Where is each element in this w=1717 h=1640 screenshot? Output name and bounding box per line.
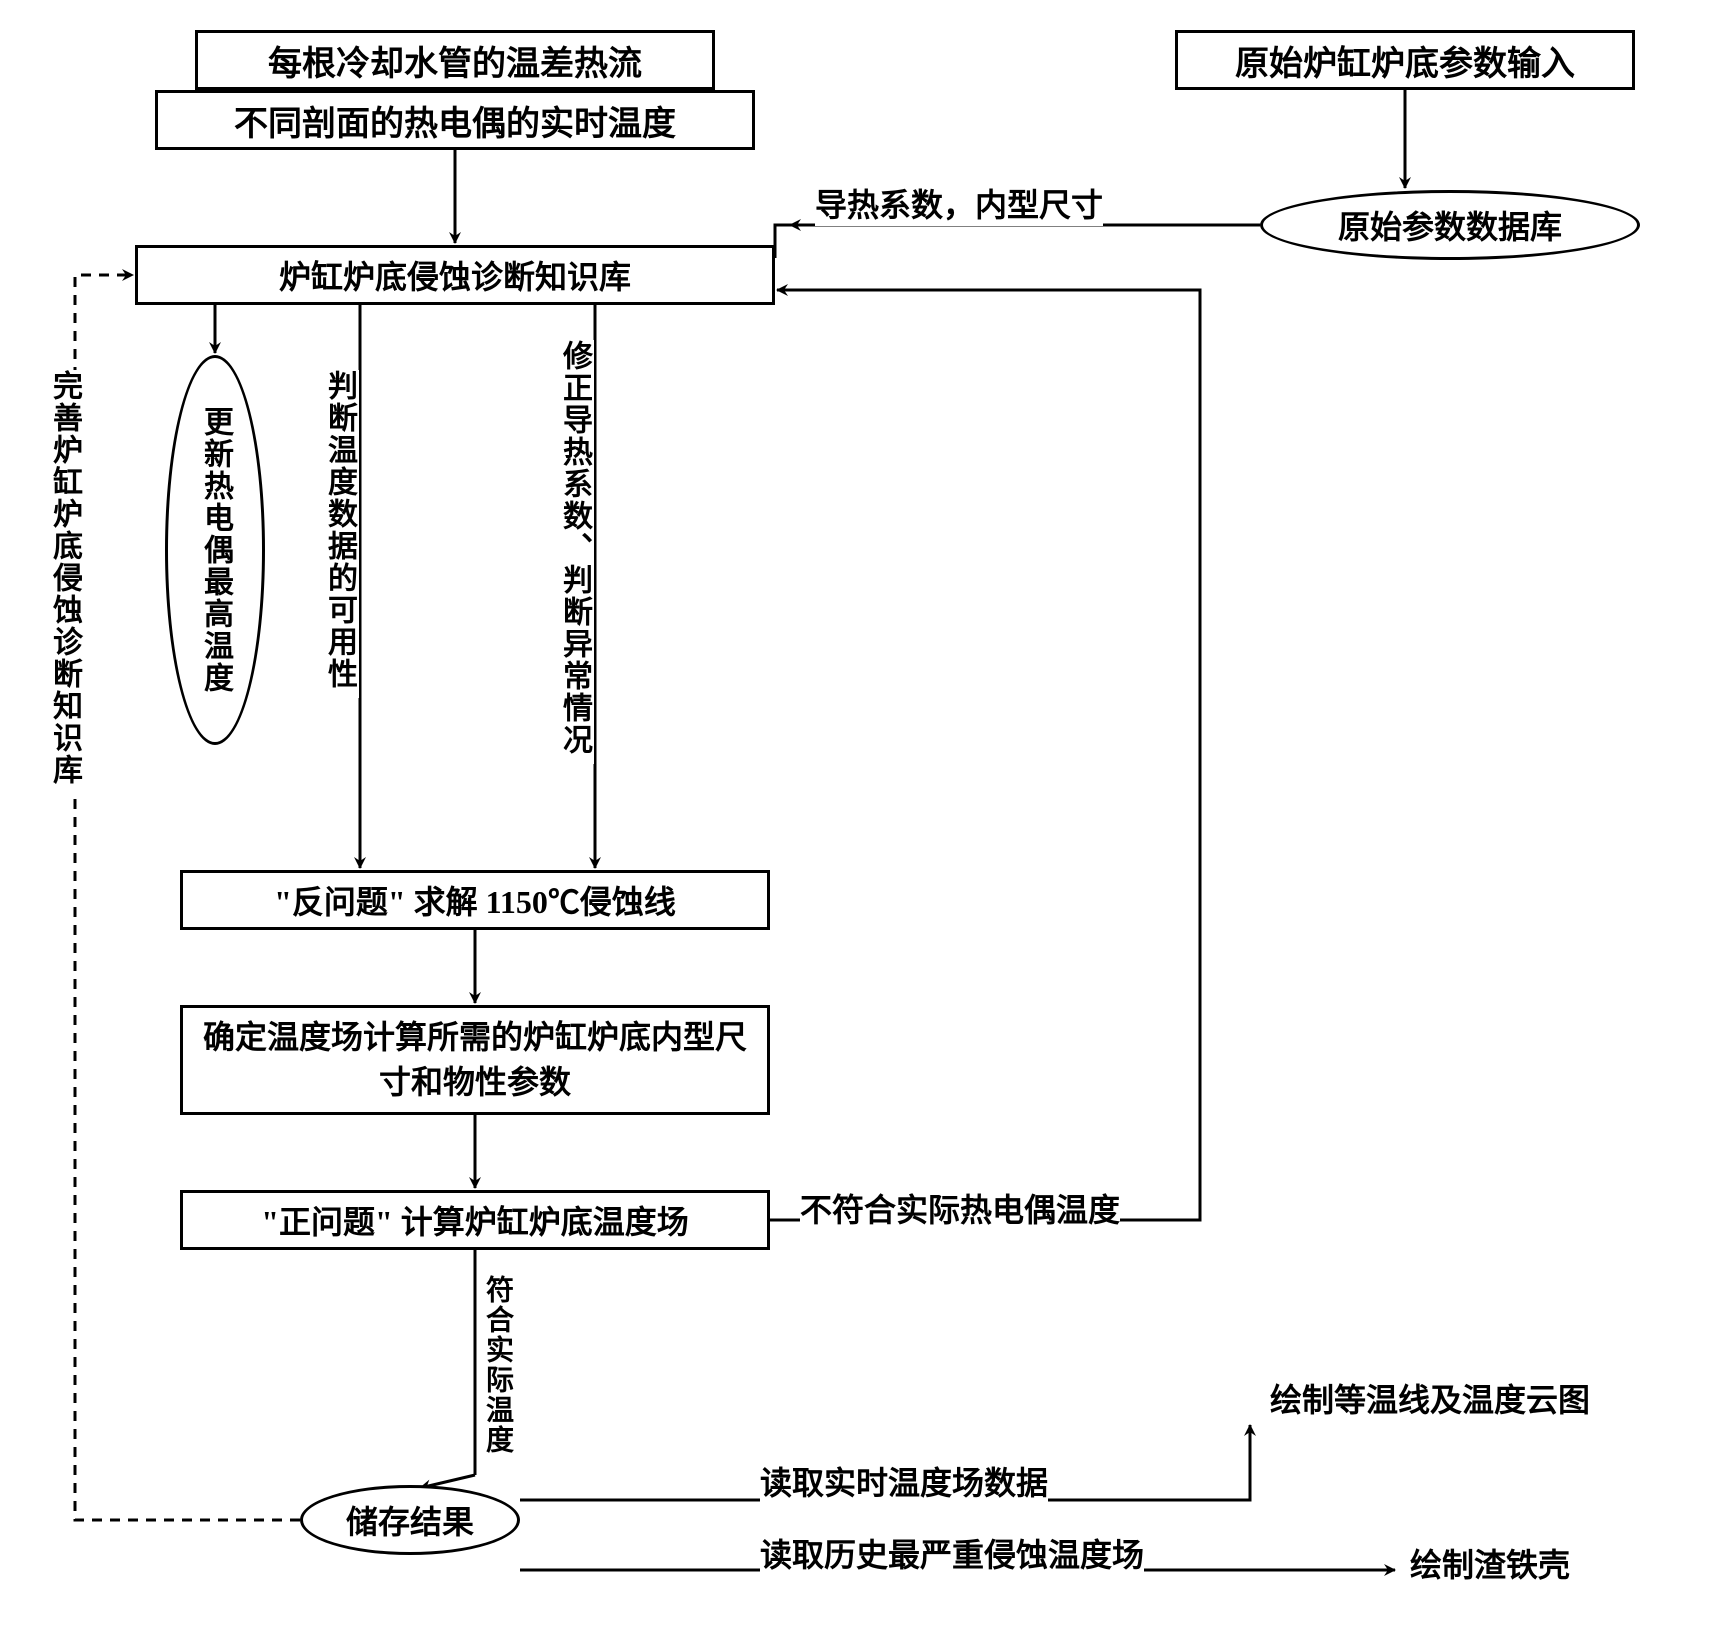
node-original-params-input: 原始炉缸炉底参数输入 <box>1175 30 1635 90</box>
node-update-max-temp: 更新热电偶最高温度 <box>165 355 265 745</box>
edge-label-conductivity: 导热系数，内型尺寸 <box>815 180 1103 226</box>
edge-label-mismatch: 不符合实际热电偶温度 <box>800 1185 1120 1231</box>
node-store-result: 储存结果 <box>300 1485 520 1555</box>
node-inverse-problem: "反问题" 求解 1150℃侵蚀线 <box>180 870 770 930</box>
node-forward-problem-label: "正问题" 计算炉缸炉底温度场 <box>261 1197 689 1243</box>
node-inverse-problem-label: "反问题" 求解 1150℃侵蚀线 <box>274 877 676 923</box>
node-store-result-label: 储存结果 <box>346 1497 474 1543</box>
node-forward-problem: "正问题" 计算炉缸炉底温度场 <box>180 1190 770 1250</box>
output-isotherm: 绘制等温线及温度云图 <box>1270 1375 1590 1421</box>
node-original-params-input-label: 原始炉缸炉底参数输入 <box>1235 36 1575 85</box>
edge-label-read-history: 读取历史最严重侵蚀温度场 <box>760 1530 1144 1576</box>
node-heatflow: 每根冷却水管的温差热流 <box>195 30 715 90</box>
node-heatflow-label: 每根冷却水管的温差热流 <box>268 36 642 85</box>
node-determine-params: 确定温度场计算所需的炉缸炉底内型尺寸和物性参数 <box>180 1005 770 1115</box>
edge-label-read-realtime: 读取实时温度场数据 <box>760 1458 1048 1504</box>
output-slag-shell: 绘制渣铁壳 <box>1410 1540 1570 1586</box>
node-erosion-knowledge-base-label: 炉缸炉底侵蚀诊断知识库 <box>279 252 631 298</box>
edge-label-improve-kb: 完善炉缸炉底侵蚀诊断知识库 <box>45 370 84 794</box>
node-thermocouple-temp-label: 不同剖面的热电偶的实时温度 <box>234 96 676 145</box>
edge-label-match: 符合实际温度 <box>480 1275 515 1463</box>
node-determine-params-label: 确定温度场计算所需的炉缸炉底内型尺寸和物性参数 <box>203 1015 747 1105</box>
node-erosion-knowledge-base: 炉缸炉底侵蚀诊断知识库 <box>135 245 775 305</box>
node-update-max-temp-label: 更新热电偶最高温度 <box>193 406 237 694</box>
edge-label-judge-usability: 判断温度数据的可用性 <box>320 370 359 698</box>
node-original-params-db: 原始参数数据库 <box>1260 190 1640 260</box>
edge-label-correct-conductivity: 修正导热系数、判断异常情况 <box>555 340 594 764</box>
node-original-params-db-label: 原始参数数据库 <box>1338 202 1562 248</box>
node-thermocouple-temp: 不同剖面的热电偶的实时温度 <box>155 90 755 150</box>
